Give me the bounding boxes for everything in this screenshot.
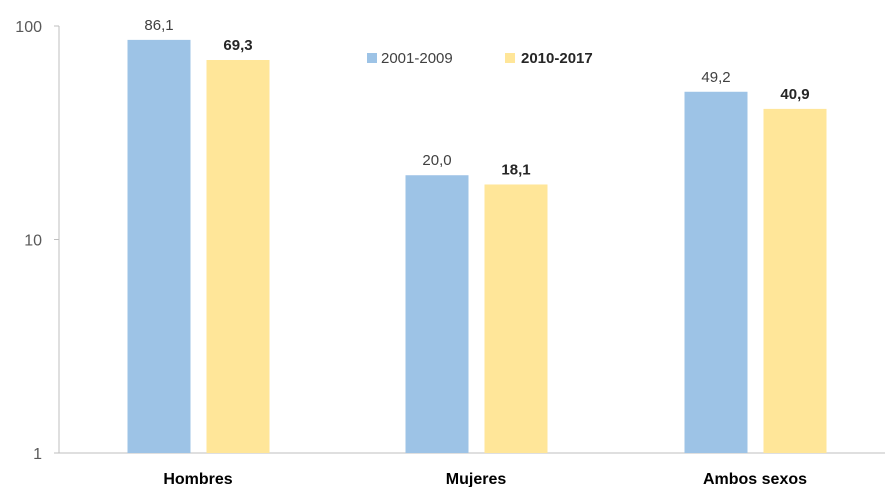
bar-2001-2009	[405, 175, 469, 453]
bar-2001-2009	[127, 39, 191, 453]
bar-2010-2017	[763, 108, 827, 454]
value-label: 40,9	[780, 86, 809, 103]
y-tick-label: 10	[24, 233, 42, 250]
legend-swatch	[367, 53, 377, 63]
y-tick-label: 100	[15, 19, 42, 36]
legend-label: 2010-2017	[521, 50, 593, 67]
category-label: Hombres	[163, 471, 232, 487]
value-label: 86,1	[144, 17, 173, 34]
y-tick-label: 1	[33, 446, 42, 463]
legend-swatch	[505, 53, 515, 63]
category-label: Ambos sexos	[703, 471, 807, 487]
bar-2010-2017	[484, 184, 548, 453]
value-label: 69,3	[223, 37, 252, 54]
value-label: 20,0	[422, 152, 451, 169]
bar-2010-2017	[206, 60, 270, 454]
bar-2001-2009	[684, 91, 748, 454]
category-label: Mujeres	[446, 471, 507, 487]
value-label: 49,2	[701, 69, 730, 86]
legend-label: 2001-2009	[381, 50, 453, 67]
value-label: 18,1	[501, 161, 530, 178]
